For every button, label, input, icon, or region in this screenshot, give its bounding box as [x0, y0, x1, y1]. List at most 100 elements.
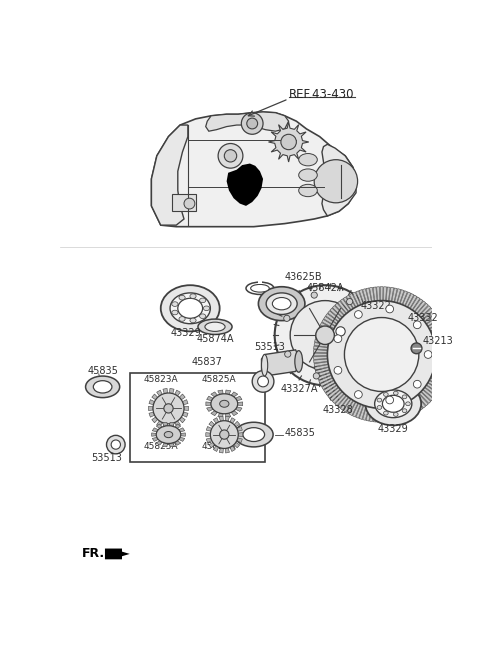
Polygon shape [432, 329, 446, 336]
Ellipse shape [384, 411, 388, 415]
Ellipse shape [205, 322, 225, 331]
Ellipse shape [179, 295, 185, 300]
Ellipse shape [85, 376, 120, 397]
Polygon shape [317, 373, 331, 380]
Circle shape [345, 317, 419, 392]
Ellipse shape [258, 286, 305, 321]
Ellipse shape [365, 382, 421, 425]
Circle shape [327, 301, 436, 409]
Polygon shape [214, 418, 218, 423]
Ellipse shape [383, 396, 404, 412]
Polygon shape [421, 308, 433, 319]
Polygon shape [149, 412, 155, 417]
Polygon shape [415, 396, 426, 408]
Polygon shape [313, 346, 328, 350]
Circle shape [218, 143, 243, 168]
Text: FR.: FR. [82, 547, 105, 560]
Polygon shape [324, 317, 337, 326]
Circle shape [334, 335, 342, 342]
Polygon shape [230, 446, 235, 451]
Polygon shape [349, 402, 358, 415]
Ellipse shape [220, 400, 229, 407]
Ellipse shape [246, 282, 274, 294]
Polygon shape [330, 390, 342, 401]
Polygon shape [380, 409, 383, 422]
Ellipse shape [402, 409, 407, 413]
Circle shape [424, 351, 432, 358]
Polygon shape [340, 299, 351, 311]
Polygon shape [380, 286, 383, 301]
Ellipse shape [406, 402, 410, 406]
Circle shape [313, 373, 320, 379]
Polygon shape [431, 375, 444, 383]
Polygon shape [156, 441, 162, 445]
Circle shape [164, 404, 173, 413]
Polygon shape [152, 417, 158, 423]
Polygon shape [362, 288, 369, 303]
Polygon shape [436, 353, 450, 356]
Polygon shape [236, 407, 242, 411]
Polygon shape [403, 292, 411, 306]
Text: 43213: 43213 [423, 336, 454, 346]
Circle shape [355, 311, 362, 319]
Polygon shape [169, 423, 174, 428]
Polygon shape [317, 329, 331, 336]
Polygon shape [349, 294, 358, 307]
Text: 45823A: 45823A [202, 442, 236, 451]
Circle shape [411, 343, 422, 353]
Circle shape [241, 113, 263, 134]
Polygon shape [430, 378, 443, 386]
Polygon shape [359, 290, 366, 304]
Polygon shape [163, 423, 168, 428]
Polygon shape [314, 362, 328, 367]
Polygon shape [435, 342, 449, 347]
Polygon shape [405, 402, 414, 415]
Polygon shape [433, 370, 447, 376]
Circle shape [413, 380, 421, 388]
Polygon shape [313, 359, 328, 363]
Polygon shape [335, 304, 346, 315]
Polygon shape [377, 286, 380, 301]
Polygon shape [343, 399, 353, 412]
Polygon shape [346, 401, 356, 414]
Polygon shape [333, 306, 344, 317]
Ellipse shape [375, 390, 412, 418]
Text: 43329: 43329 [170, 328, 201, 338]
Polygon shape [434, 336, 448, 342]
Polygon shape [175, 421, 180, 426]
Circle shape [364, 332, 370, 338]
Polygon shape [238, 402, 243, 405]
Polygon shape [231, 411, 238, 416]
Circle shape [348, 365, 355, 371]
Polygon shape [319, 326, 333, 334]
Polygon shape [419, 306, 431, 317]
Polygon shape [408, 401, 417, 414]
Polygon shape [314, 365, 329, 370]
Polygon shape [206, 402, 211, 405]
Polygon shape [389, 287, 394, 302]
Polygon shape [435, 359, 450, 363]
Circle shape [284, 315, 290, 321]
Ellipse shape [299, 154, 317, 166]
Polygon shape [392, 288, 397, 302]
Circle shape [153, 393, 184, 424]
Polygon shape [436, 350, 450, 353]
Polygon shape [333, 392, 344, 403]
Polygon shape [230, 418, 235, 423]
Polygon shape [206, 396, 213, 401]
Polygon shape [156, 390, 162, 396]
Text: 43329: 43329 [378, 424, 408, 434]
Ellipse shape [243, 428, 264, 442]
Polygon shape [211, 392, 217, 397]
Polygon shape [211, 411, 217, 416]
Polygon shape [395, 288, 401, 303]
Polygon shape [214, 446, 218, 451]
Polygon shape [149, 399, 155, 405]
Circle shape [275, 285, 375, 385]
Polygon shape [315, 367, 330, 373]
Polygon shape [262, 350, 299, 376]
Polygon shape [179, 438, 185, 442]
Polygon shape [403, 403, 411, 417]
Polygon shape [320, 378, 334, 386]
Polygon shape [206, 433, 210, 436]
